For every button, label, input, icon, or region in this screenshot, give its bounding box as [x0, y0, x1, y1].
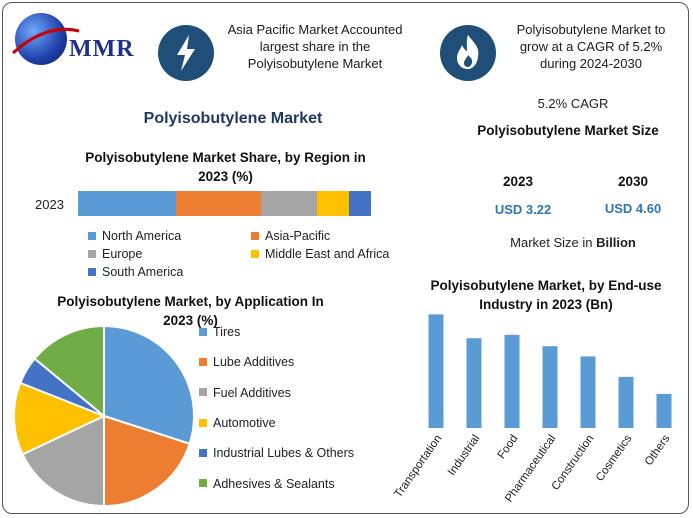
application-legend-item-industrial-lubes-and-others: Industrial Lubes & Others — [199, 446, 354, 460]
legend-label: Industrial Lubes & Others — [213, 446, 355, 461]
legend-label: Europe — [102, 247, 143, 261]
application-chart-title: Polyisobutylene Market, by Application I… — [57, 294, 324, 328]
flame-icon — [440, 25, 496, 81]
enduse-bar-industrial — [466, 338, 482, 428]
headline-left: Asia Pacific Market Accounted largest sh… — [227, 22, 403, 71]
year-2030: 2030 — [617, 174, 649, 189]
enduse-bar-chart: Transportation Industrial FoodPharmaceutic… — [392, 314, 673, 505]
legend-label: North America — [102, 229, 182, 243]
application-legend-item-lube-additives: Lube Additives — [199, 355, 294, 369]
enduse-bar-cosmetics — [618, 376, 634, 428]
enduse-tick-label: Transportation — [392, 433, 444, 500]
legend-label: Asia-Pacific — [265, 229, 331, 243]
region-segment-south-america — [349, 191, 371, 216]
enduse-tick-label: Cosmetics — [594, 433, 635, 484]
region-chart-title: Polyisobutylene Market Share, by Region … — [85, 150, 366, 184]
legend-swatch — [251, 231, 259, 240]
region-segment-europe — [261, 191, 317, 216]
legend-swatch — [199, 358, 207, 366]
legend-swatch — [199, 327, 207, 336]
region-segment-asia-pacific — [176, 191, 262, 216]
legend-swatch — [199, 388, 207, 397]
region-bar-category: 2023 — [35, 197, 64, 212]
legend-label: Automotive — [213, 415, 276, 430]
enduse-chart-title: Polyisobutylene Market, by End-use Indus… — [430, 278, 662, 312]
enduse-bar-food — [504, 334, 520, 428]
application-legend-item-automotive: Automotive — [199, 416, 276, 430]
globe-icon — [15, 13, 67, 65]
application-legend-item-tires: Tires — [199, 325, 240, 339]
legend-swatch — [251, 249, 259, 258]
enduse-tick-label: Industrial — [446, 433, 483, 478]
region-stacked-bar — [78, 191, 371, 216]
main-title: Polyisobutylene Market — [143, 110, 323, 127]
region-legend-item-north-america: North America — [88, 229, 181, 243]
logo-swoosh — [11, 27, 80, 55]
cagr-label: 5.2% CAGR — [537, 96, 609, 111]
enduse-tick-label: Food — [496, 433, 521, 461]
enduse-bar-others — [656, 393, 672, 428]
pie-slice-adhesives-and-sealants — [33, 324, 105, 419]
headline-right: Polyisobutylene Market to grow at a CAGR… — [516, 22, 666, 71]
legend-swatch — [88, 249, 96, 258]
application-legend-item-adhesives-and-sealants: Adhesives & Sealants — [199, 477, 335, 491]
application-pie-chart — [13, 324, 195, 508]
region-legend-item-middle-east-and-africa: Middle East and Africa — [251, 247, 389, 261]
region-segment-middle-east-and-africa — [316, 191, 349, 216]
unit-note-prefix: Market Size in — [510, 235, 597, 250]
unit-note-bold: Billion — [596, 235, 636, 250]
value-2030: USD 4.60 — [604, 201, 662, 216]
legend-label: Middle East and Africa — [265, 247, 390, 261]
region-legend-item-europe: Europe — [88, 247, 142, 261]
legend-swatch — [88, 267, 96, 276]
pie-slice-fuel-additives — [21, 414, 105, 508]
enduse-bar-transportation — [428, 314, 444, 428]
legend-swatch — [88, 231, 96, 240]
pie-slice-lube-additives — [103, 414, 191, 508]
value-2023: USD 3.22 — [494, 202, 552, 217]
region-legend-item-south-america: South America — [88, 265, 183, 279]
legend-label: South America — [102, 265, 184, 279]
legend-swatch — [199, 479, 207, 488]
unit-note: Market Size in Billion — [473, 235, 673, 250]
region-segment-north-america — [78, 191, 177, 216]
legend-label: Lube Additives — [213, 355, 295, 370]
enduse-tick-label: Others — [643, 433, 673, 468]
application-legend-item-fuel-additives: Fuel Additives — [199, 386, 291, 400]
legend-swatch — [199, 448, 207, 457]
enduse-bar-pharmaceutical — [542, 346, 558, 428]
market-size-title: Polyisobutylene Market Size — [477, 123, 659, 138]
legend-label: Adhesives & Sealants — [213, 476, 335, 491]
lightning-icon — [158, 25, 214, 81]
legend-swatch — [199, 418, 207, 427]
region-legend-item-asia-pacific: Asia-Pacific — [251, 229, 330, 243]
pie-slice-automotive — [13, 381, 107, 456]
legend-label: Tires — [213, 325, 241, 339]
pie-slice-tires — [103, 324, 195, 446]
year-2023: 2023 — [502, 174, 534, 189]
infographic-frame: MMR Asia Pacific Market Accounted larges… — [2, 2, 689, 514]
legend-label: Fuel Additives — [213, 385, 291, 400]
enduse-bar-construction — [580, 356, 596, 428]
logo-text: MMR — [69, 36, 135, 62]
